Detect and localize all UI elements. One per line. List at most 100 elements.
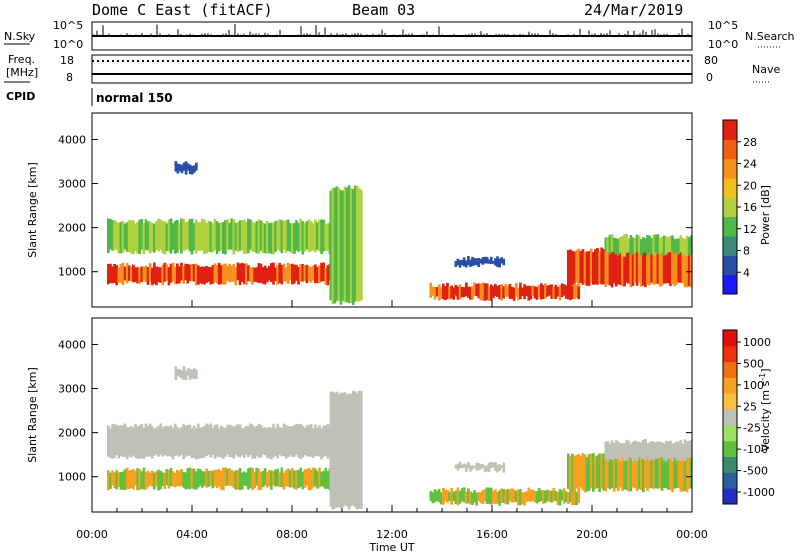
- power-cell: [537, 284, 541, 298]
- velocity-colorbar-segment: [723, 472, 737, 489]
- velocity-cell: [585, 457, 589, 492]
- x-tick-label: 12:00: [376, 528, 408, 541]
- x-tick-label: 04:00: [176, 528, 208, 541]
- velocity-cell: [598, 453, 601, 493]
- power-cell: [525, 285, 529, 297]
- power-cell: [184, 222, 188, 251]
- power-colorbar-tick-label: 12: [743, 223, 757, 236]
- power-cell: [169, 218, 173, 254]
- power-cell: [569, 249, 572, 286]
- power-cell: [639, 239, 643, 257]
- velocity-cell: [510, 488, 514, 503]
- power-y-axis: 1000 2000 3000 4000: [58, 133, 692, 279]
- power-colorbar-label: Power [dB]: [759, 185, 772, 245]
- power-cell: [257, 219, 261, 254]
- power-cell: [161, 264, 165, 286]
- power-cell: [494, 258, 497, 266]
- power-cell: [679, 247, 683, 283]
- power-cell: [272, 222, 275, 255]
- power-colorbar-segment: [723, 274, 737, 295]
- power-cell: [311, 223, 315, 251]
- power-ytick-label: 3000: [58, 178, 86, 191]
- power-colorbar-segment: [723, 197, 737, 218]
- power-cell: [462, 287, 466, 298]
- power-cell: [475, 258, 479, 266]
- power-cell: [571, 250, 574, 286]
- velocity-cell: [307, 424, 311, 457]
- velocity-cell: [498, 464, 501, 472]
- freq-panel-frame: [91, 54, 693, 84]
- velocity-cell: [307, 468, 311, 491]
- velocity-cell: [496, 464, 499, 473]
- power-cell: [194, 219, 198, 254]
- power-cell: [322, 219, 326, 252]
- velocity-cell: [316, 427, 319, 457]
- velocity-cell: [303, 427, 307, 455]
- velocity-cell: [288, 470, 292, 488]
- velocity-cell: [329, 391, 333, 507]
- power-colorbar: 4 8 12 16 20 24 28: [722, 119, 757, 295]
- noise-search-top-tick: 10^5: [708, 19, 738, 32]
- velocity-cell: [652, 441, 656, 461]
- cpid-value: normal 150: [96, 91, 173, 105]
- velocity-colorbar-segment: [723, 345, 737, 363]
- power-cell: [278, 219, 282, 251]
- velocity-cell: [456, 463, 460, 471]
- velocity-colorbar-segment: [723, 377, 737, 394]
- power-cell: [188, 264, 192, 282]
- velocity-cell: [111, 470, 114, 486]
- power-cell: [596, 248, 599, 285]
- power-cell: [542, 285, 545, 299]
- power-cell: [529, 286, 533, 300]
- velocity-cell: [675, 441, 679, 461]
- velocity-cell: [203, 426, 206, 458]
- power-cell: [439, 287, 443, 299]
- nave-label: Nave: [752, 63, 780, 76]
- velocity-cell: [554, 490, 558, 502]
- power-cell: [178, 266, 181, 284]
- power-heatmap: [107, 161, 693, 306]
- velocity-ytick-label: 2000: [58, 427, 86, 440]
- velocity-cell: [454, 464, 458, 469]
- velocity-cell: [176, 426, 179, 456]
- velocity-cell: [633, 440, 637, 460]
- velocity-cell: [217, 469, 221, 487]
- power-cell: [117, 267, 121, 283]
- power-cell: [251, 267, 254, 285]
- velocity-cell: [213, 469, 217, 487]
- power-cell: [667, 237, 670, 253]
- velocity-cell: [274, 428, 277, 457]
- velocity-cell: [508, 489, 512, 502]
- velocity-cell: [326, 471, 330, 489]
- power-cell: [238, 263, 242, 286]
- power-cell: [274, 220, 277, 252]
- power-cell: [658, 237, 662, 254]
- velocity-cell: [234, 425, 238, 455]
- power-cell: [467, 256, 470, 266]
- velocity-cell: [265, 427, 269, 458]
- power-cell: [531, 285, 535, 297]
- velocity-cell: [311, 428, 315, 458]
- freq-bottom-tick: 8: [66, 71, 73, 84]
- velocity-cell: [192, 468, 196, 490]
- velocity-cell: [153, 428, 156, 456]
- power-cell: [502, 286, 506, 299]
- power-cell: [642, 251, 645, 286]
- velocity-cell: [276, 468, 280, 487]
- power-cell: [111, 266, 114, 284]
- velocity-cell: [633, 456, 637, 489]
- power-cell: [564, 285, 568, 299]
- power-cell: [683, 238, 687, 256]
- power-cell: [679, 235, 683, 253]
- power-cell: [664, 236, 668, 255]
- velocity-cell: [293, 425, 296, 457]
- velocity-cell: [527, 487, 531, 502]
- freq-label-line1: Freq.: [8, 53, 35, 66]
- velocity-cell: [113, 472, 116, 488]
- power-cell: [458, 260, 462, 268]
- power-cell: [245, 221, 248, 254]
- power-cell: [335, 186, 339, 302]
- freq-label-line2: [MHz]: [6, 66, 38, 79]
- velocity-colorbar-segment: [723, 488, 737, 505]
- power-cell: [209, 267, 213, 285]
